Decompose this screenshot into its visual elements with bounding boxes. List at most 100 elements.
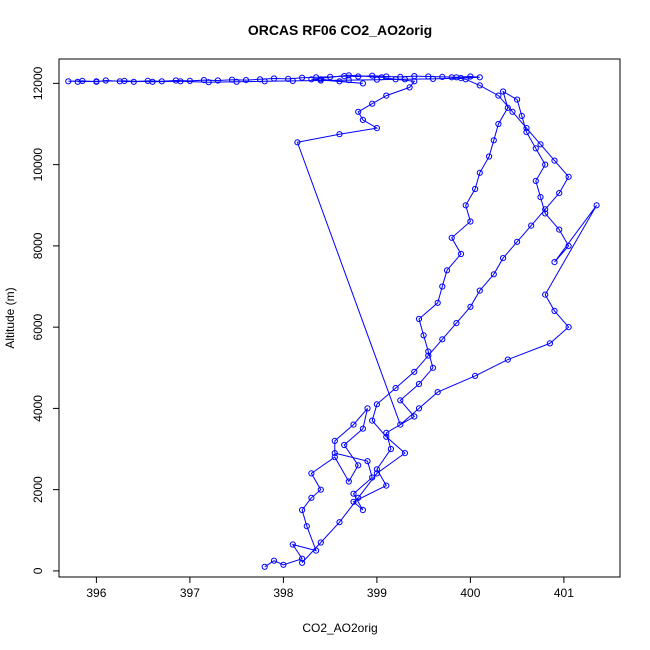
cloud-point-0-25 [411, 73, 418, 80]
series-point-0-10 [308, 470, 315, 477]
cloud-point-0-41 [177, 78, 184, 85]
cloud-point-0-27 [439, 73, 446, 81]
series-point-1-28 [476, 82, 483, 89]
cloud-point-0-28 [453, 74, 460, 81]
series-point-1-17 [500, 255, 507, 262]
cloud-point-0-34 [373, 76, 380, 83]
x-tick-label-4: 400 [460, 586, 480, 600]
series-point-0-56 [537, 194, 544, 201]
cloud-point-0-5 [130, 78, 137, 85]
y-tick-label-0: 0 [31, 567, 45, 574]
series-point-0-28 [383, 429, 390, 436]
series-point-1-3 [355, 494, 362, 501]
series-point-0-18 [331, 437, 338, 444]
series-point-1-21 [556, 190, 563, 197]
series-point-1-8 [373, 401, 380, 408]
x-tick-label-2: 398 [273, 586, 293, 600]
x-tick-label-3: 399 [367, 586, 387, 600]
y-tick-label-6: 12000 [31, 66, 45, 100]
cloud-point-0-22 [369, 72, 376, 79]
series-point-0-46 [490, 137, 497, 144]
series-point-0-29 [411, 413, 418, 420]
series-point-1-15 [476, 287, 483, 294]
series-line-0 [264, 74, 598, 568]
series-point-0-33 [425, 348, 432, 355]
series-point-0-43 [472, 185, 479, 193]
series-line-1 [301, 76, 570, 564]
series-point-1-7 [369, 417, 376, 424]
series-point-0-12 [345, 478, 352, 485]
series-point-0-52 [523, 129, 530, 136]
y-tick-label-3: 6000 [31, 313, 45, 340]
series-point-0-61 [593, 202, 600, 209]
series-point-0-30 [397, 397, 404, 404]
cloud-point-0-44 [93, 78, 100, 85]
series-point-0-2 [280, 561, 287, 568]
series-point-1-6 [383, 433, 390, 440]
series-point-0-40 [448, 234, 455, 241]
series-point-1-16 [490, 271, 497, 278]
cloud-point-0-43 [121, 77, 128, 85]
series-point-0-32 [429, 364, 437, 371]
series-point-1-23 [551, 157, 558, 164]
x-axis: 396 397 398 399 400 401 [86, 577, 574, 600]
y-tick-label-4: 8000 [31, 232, 45, 259]
series-point-0-22 [350, 490, 357, 497]
series-point-0-67 [472, 372, 479, 379]
series-layer [65, 72, 600, 570]
cloud-point-0-45 [74, 78, 81, 85]
series-point-0-38 [443, 267, 451, 274]
cloud-point-0-33 [401, 76, 408, 83]
cloud-point-0-21 [355, 73, 362, 80]
series-point-0-23 [359, 506, 366, 514]
series-point-0-84 [359, 80, 366, 87]
cloud-point-0-8 [172, 77, 179, 84]
series-point-0-34 [420, 332, 427, 339]
y-tick-label-2: 4000 [31, 395, 45, 422]
series-point-0-65 [546, 340, 554, 347]
cloud-point-0-38 [261, 78, 268, 85]
series-point-0-64 [565, 324, 572, 331]
series-point-0-68 [434, 389, 441, 396]
cloud-point-0-24 [397, 73, 404, 81]
series-point-0-55 [532, 177, 539, 184]
chart-title: ORCAS RF06 CO2_AO2orig [248, 22, 432, 38]
series-point-0-76 [369, 100, 376, 107]
series-point-1-11 [425, 352, 432, 359]
series-point-1-22 [565, 173, 572, 180]
series-point-0-13 [355, 462, 362, 469]
series-point-0-1 [270, 557, 278, 564]
y-axis: 0 2000 4000 6000 8000 10000 12000 [31, 66, 59, 574]
series-point-0-11 [331, 454, 338, 461]
series-point-1-24 [537, 141, 544, 148]
series-point-0-50 [514, 96, 521, 103]
series-point-1-1 [317, 539, 324, 546]
series-point-0-51 [518, 112, 525, 120]
cloud-point-0-29 [467, 73, 474, 80]
series-point-0-48 [504, 104, 511, 111]
series-point-0-37 [439, 283, 446, 290]
series-point-0-31 [415, 380, 423, 388]
series-point-0-4 [289, 541, 296, 548]
cloud-point-0-32 [429, 75, 437, 83]
x-tick-label-1: 397 [180, 586, 200, 600]
series-point-0-0 [261, 563, 268, 570]
series-point-0-75 [355, 108, 362, 115]
series-point-0-25 [383, 482, 390, 489]
series-point-0-62 [542, 291, 549, 298]
cloud-point-0-7 [158, 78, 165, 85]
series-point-1-13 [453, 320, 460, 327]
series-point-0-71 [294, 139, 301, 146]
series-point-1-25 [523, 125, 530, 132]
cloud-point-0-13 [242, 77, 250, 84]
series-point-0-36 [434, 299, 441, 306]
cloud-point-0-35 [345, 77, 352, 84]
series-point-0-26 [373, 466, 380, 473]
y-tick-label-1: 2000 [31, 476, 45, 503]
series-point-0-9 [317, 486, 324, 493]
series-point-0-27 [387, 445, 394, 453]
series-point-0-14 [341, 441, 348, 449]
y-axis-label: Altitude (m) [3, 287, 17, 348]
x-tick-label-5: 401 [554, 586, 574, 600]
